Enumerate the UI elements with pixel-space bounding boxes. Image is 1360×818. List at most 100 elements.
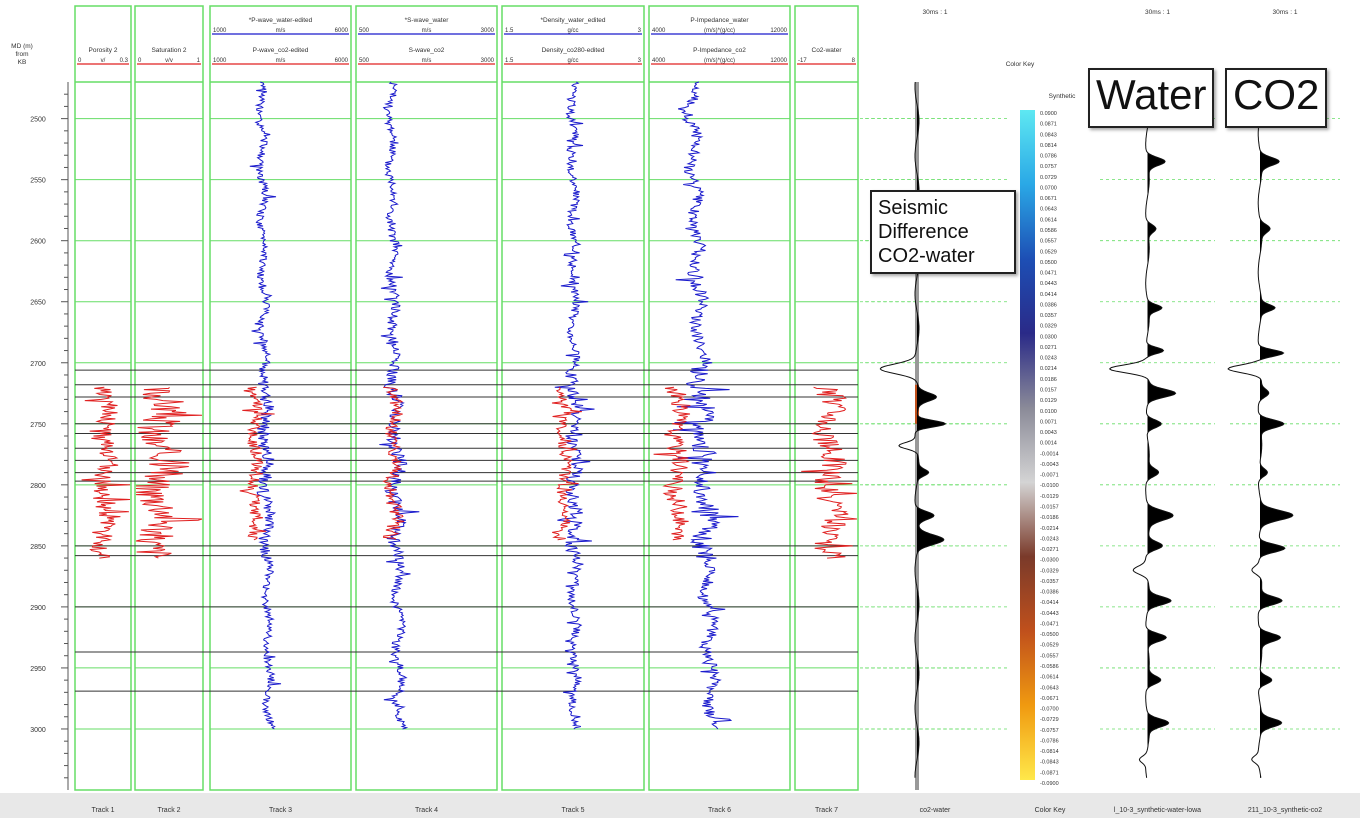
color-key-value: -0.0443	[1040, 611, 1059, 617]
depth-tick-label: 2850	[30, 544, 46, 551]
scale-min: 1.5	[505, 28, 514, 34]
scale-max: 1	[197, 58, 201, 64]
color-key-value: -0.0557	[1040, 653, 1059, 659]
depth-tick-label: 2900	[30, 605, 46, 612]
scale-min: 4000	[652, 28, 666, 34]
log-curve-saturation-2	[135, 386, 203, 559]
depth-header-label: from	[16, 51, 29, 58]
color-key-value: -0.0471	[1040, 621, 1059, 627]
scale-unit: m/s	[276, 28, 286, 34]
depth-tick-label: 2700	[30, 361, 46, 368]
color-key-value: -0.0500	[1040, 632, 1059, 638]
color-key-value: -0.0900	[1040, 781, 1059, 787]
curve-name: Saturation 2	[151, 47, 186, 54]
scale-min: 500	[359, 28, 370, 34]
track-footer-label: Track 5	[561, 807, 584, 814]
color-key-value: 0.0157	[1040, 388, 1057, 394]
track-footer-label: Track 3	[269, 807, 292, 814]
color-key-value: 0.0329	[1040, 324, 1057, 330]
track-frame	[74, 5, 132, 791]
track-frame	[355, 5, 498, 791]
track-frame	[648, 5, 791, 791]
color-key-value: -0.0700	[1040, 707, 1059, 713]
depth-tick-label: 2950	[30, 666, 46, 673]
color-key-value: 0.0814	[1040, 143, 1057, 149]
scale-min: -17	[798, 58, 807, 64]
synthetic-fill-co2	[1260, 82, 1293, 778]
color-key-value: 0.0729	[1040, 175, 1057, 181]
color-key-value: -0.0814	[1040, 749, 1059, 755]
track-frame	[794, 5, 859, 791]
curve-name: Porosity 2	[89, 47, 118, 54]
color-key-value: 0.0871	[1040, 122, 1057, 128]
color-key-value: -0.0843	[1040, 760, 1059, 766]
synthetic-trace-co2	[1227, 81, 1294, 778]
depth-tick-label: 2600	[30, 239, 46, 246]
color-key-value: -0.0386	[1040, 590, 1059, 596]
color-key-value: -0.0643	[1040, 685, 1059, 691]
scale-max: 0.3	[120, 58, 129, 64]
log-curve-co2-water	[801, 386, 858, 559]
curve-name: P-Impedance_water	[690, 17, 749, 24]
scale-max: 3000	[481, 58, 495, 64]
color-key-value: 0.0300	[1040, 334, 1057, 340]
depth-tick-label: 2500	[30, 117, 46, 124]
track-footer-label: Track 1	[91, 807, 114, 814]
color-key-value: 0.0414	[1040, 292, 1057, 298]
log-curve-p-wave-co2-edited	[239, 386, 275, 541]
scale-max: 8	[852, 58, 856, 64]
color-key-value: -0.0300	[1040, 558, 1059, 564]
color-key-value: -0.0786	[1040, 738, 1059, 744]
color-key-value: 0.0757	[1040, 164, 1057, 170]
synthetic-scale-label: 30ms : 1	[1273, 9, 1298, 16]
curve-name: Co2-water	[812, 47, 843, 54]
color-key-value: 0.0529	[1040, 249, 1057, 255]
scale-max: 12000	[770, 28, 787, 34]
color-key-value: -0.0243	[1040, 536, 1059, 542]
color-key-value: -0.0043	[1040, 462, 1059, 468]
depth-header-label: MD (m)	[11, 43, 33, 50]
log-curve-s-wave-co2	[382, 386, 405, 540]
depth-tick-label: 3000	[30, 727, 46, 734]
color-key-value: -0.0729	[1040, 717, 1059, 723]
color-key-value: 0.0471	[1040, 271, 1057, 277]
synthetic-scale-label: 30ms : 1	[923, 9, 948, 16]
scale-max: 12000	[770, 58, 787, 64]
log-curve-p-impedance-co2	[653, 386, 691, 541]
scale-unit: g/cc	[567, 28, 578, 34]
color-key-value: 0.0014	[1040, 441, 1057, 447]
callout-line: Difference	[878, 221, 969, 243]
color-key-value: 0.0186	[1040, 377, 1057, 383]
track-footer-label: Track 7	[815, 807, 838, 814]
track-frame	[134, 5, 204, 791]
color-key-value: -0.0186	[1040, 515, 1059, 521]
color-key-value: 0.0643	[1040, 207, 1057, 213]
color-key-value: 0.0271	[1040, 345, 1057, 351]
log-curve--s-wave-water	[379, 81, 420, 730]
color-key-value: 0.0214	[1040, 366, 1057, 372]
scale-min: 4000	[652, 58, 666, 64]
scale-unit: g/cc	[567, 58, 578, 64]
color-key-value: 0.0043	[1040, 430, 1057, 436]
scale-min: 0	[78, 58, 82, 64]
color-key-value: 0.0700	[1040, 185, 1057, 191]
curve-name: *Density_water_edited	[540, 17, 605, 24]
color-key-value: 0.0100	[1040, 409, 1057, 415]
scale-min: 1000	[213, 58, 227, 64]
scale-unit: v/	[101, 58, 106, 64]
color-key-value: -0.0414	[1040, 600, 1059, 606]
co2-callout: CO2	[1225, 68, 1328, 128]
track-frame	[209, 5, 352, 791]
color-key-value: 0.0900	[1040, 111, 1057, 117]
color-key-value: -0.0871	[1040, 770, 1059, 776]
callout-line: CO2-water	[878, 245, 975, 267]
seismic-difference-callout: Seismic Difference CO2-water	[870, 190, 1016, 274]
footer-strip	[0, 793, 1360, 818]
scale-max: 6000	[335, 28, 349, 34]
color-key-value: -0.0671	[1040, 696, 1059, 702]
synthetic-fill-water	[1147, 82, 1176, 778]
curve-name: *S-wave_water	[405, 17, 450, 24]
scale-max: 3000	[481, 28, 495, 34]
track-footer-label: Track 4	[415, 807, 438, 814]
